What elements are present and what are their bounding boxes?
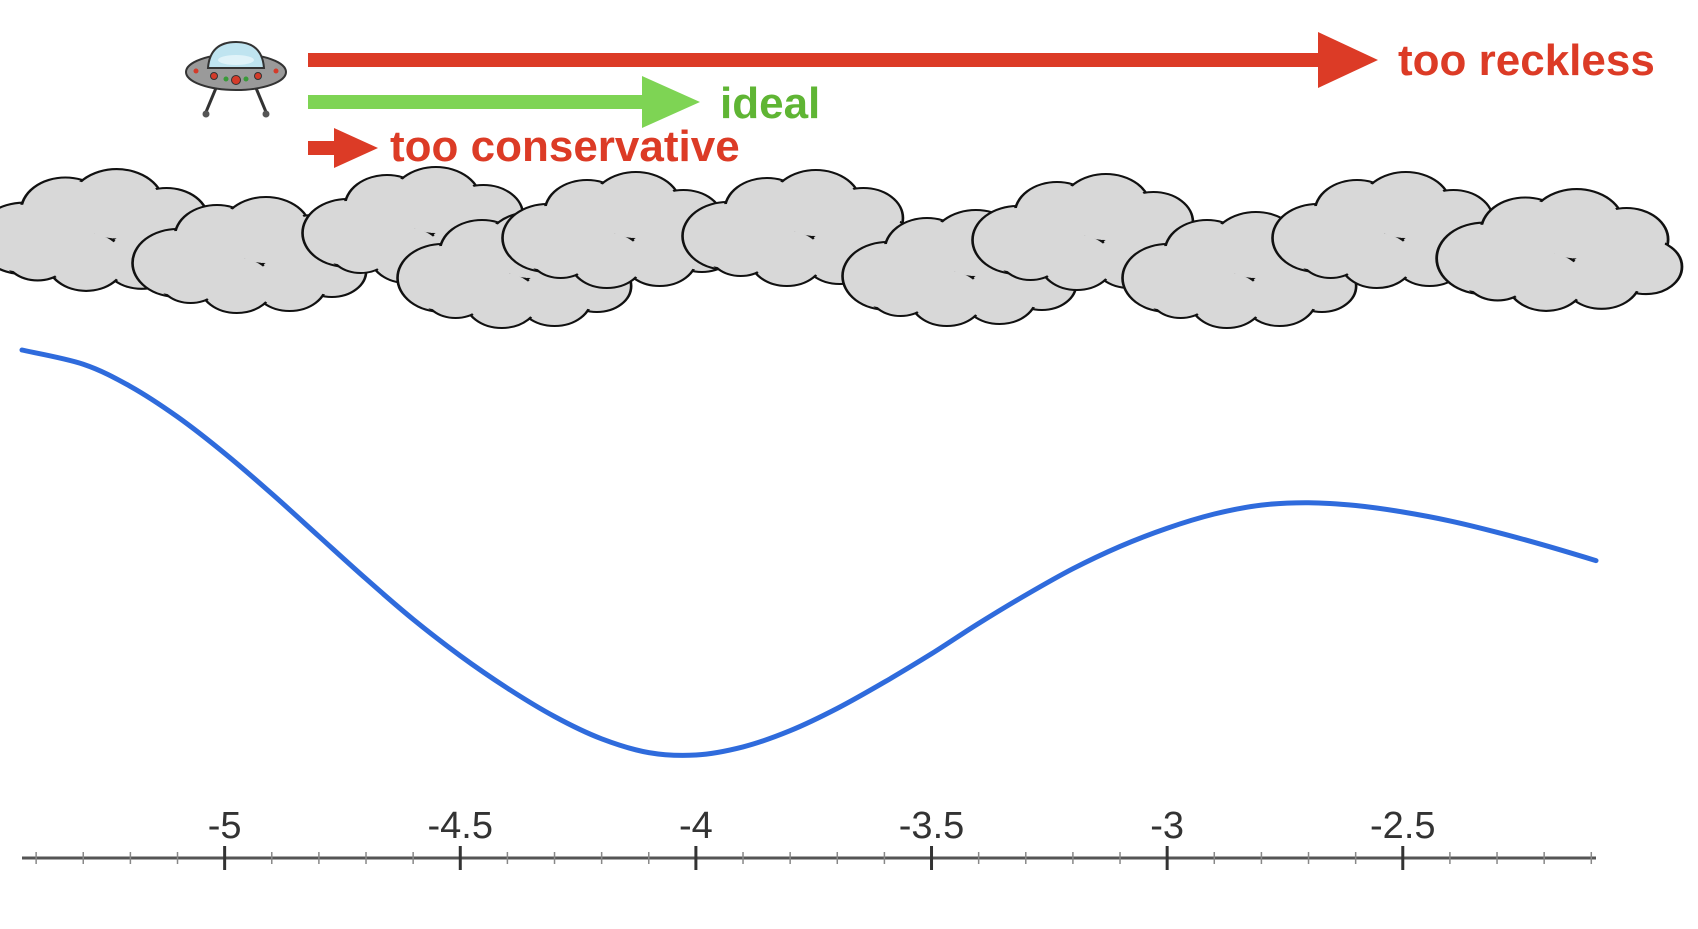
cloud-icon: [1435, 188, 1684, 312]
ufo-icon: [185, 40, 287, 118]
cloud-icon: [0, 168, 224, 292]
cloud-layer: [0, 166, 1684, 329]
arrow-too-reckless: [308, 32, 1378, 88]
cloud-icon: [681, 169, 918, 287]
x-axis: -5 -4.5 -4 -3.5 -3 -2.5: [22, 805, 1596, 870]
x-tick-label: -3: [1150, 805, 1184, 847]
x-tick-label: -2.5: [1370, 805, 1435, 847]
loss-curve: [19, 347, 1599, 758]
arrow-too-conservative: [308, 128, 378, 168]
x-tick-label: -4: [679, 805, 713, 847]
x-tick-label: -3.5: [899, 805, 964, 847]
x-tick-label: -5: [208, 805, 242, 847]
cloud-icon: [501, 171, 738, 289]
label-ideal: ideal: [720, 79, 821, 128]
arrow-ideal: [308, 76, 700, 128]
label-too-reckless: too reckless: [1398, 36, 1655, 85]
x-tick-label: -4.5: [428, 805, 493, 847]
label-too-conservative: too conservative: [390, 122, 740, 171]
